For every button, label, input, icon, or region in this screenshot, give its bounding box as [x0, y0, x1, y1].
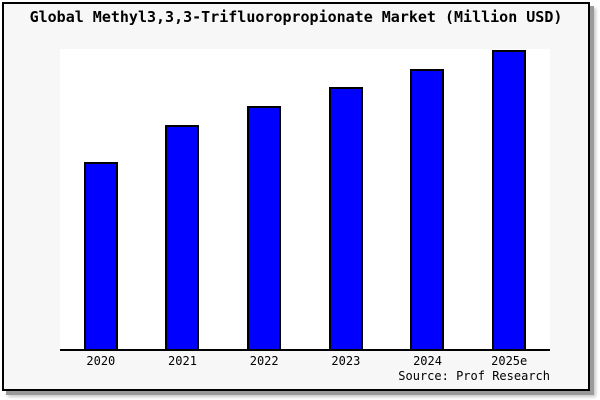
- bar-2024: [410, 69, 445, 349]
- x-tick-label-2020: 2020: [86, 354, 116, 368]
- x-tick-label-2025e: 2025e: [491, 354, 528, 368]
- chart-title: Global Methyl3,3,3-Trifluoropropionate M…: [29, 8, 563, 26]
- x-tick-label-2023: 2023: [331, 354, 361, 368]
- bar-2020: [83, 162, 118, 349]
- plot-area: [60, 49, 550, 351]
- bar-2022: [247, 106, 282, 349]
- source-label: Source: Prof Research: [398, 369, 550, 383]
- chart-box: Global Methyl3,3,3-Trifluoropropionate M…: [2, 2, 590, 391]
- bar-2023: [328, 87, 363, 349]
- x-axis-labels: 2020 2021 2022 2023 2024 2025e: [60, 354, 550, 368]
- x-tick-label-2022: 2022: [249, 354, 279, 368]
- bar-2021: [165, 125, 200, 349]
- x-tick-label-2024: 2024: [413, 354, 442, 368]
- bar-2025e: [492, 50, 527, 349]
- x-tick-label-2021: 2021: [168, 354, 197, 368]
